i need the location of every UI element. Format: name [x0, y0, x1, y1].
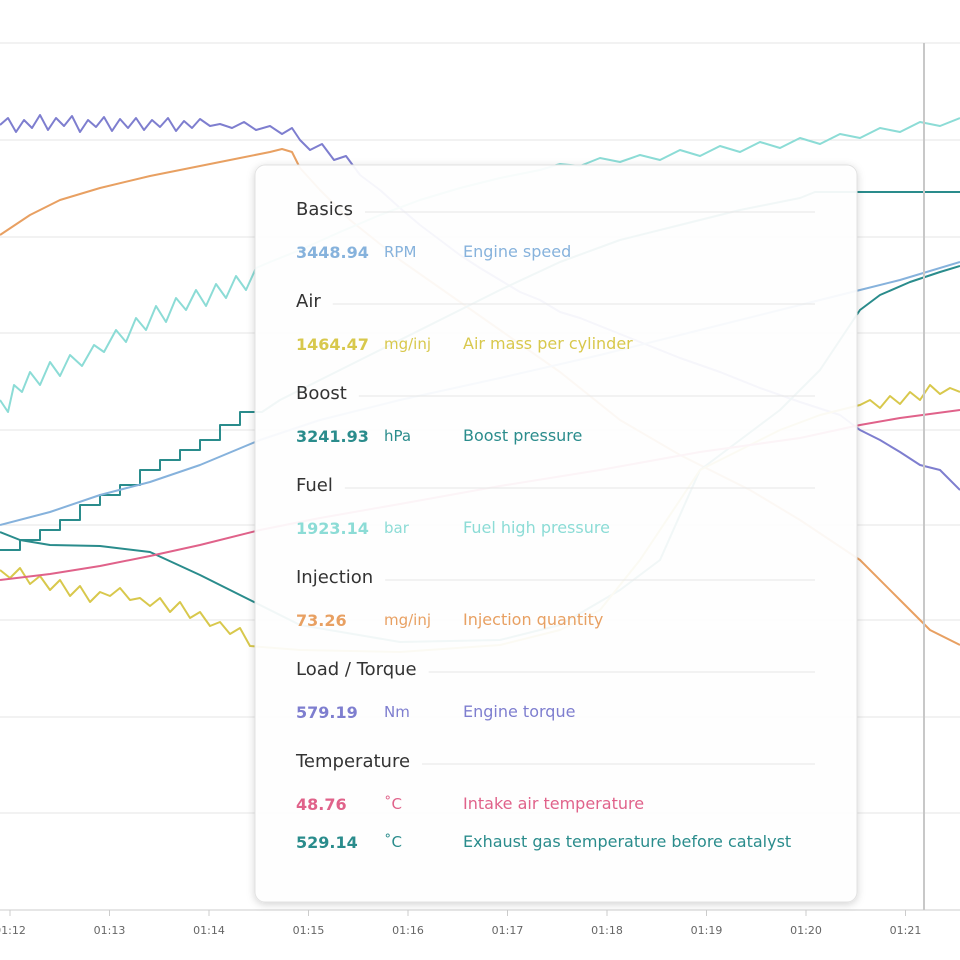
row-label: Engine speed	[463, 242, 571, 261]
tooltip	[254, 164, 858, 903]
row-value: 1464.47	[296, 335, 369, 354]
row-unit: hPa	[384, 427, 411, 445]
section-title: Load / Torque	[296, 659, 417, 680]
row-unit: ˚C	[384, 833, 402, 851]
x-tick-label: 01:18	[591, 924, 623, 937]
section-title: Air	[296, 291, 321, 312]
row-value: 3448.94	[296, 243, 369, 262]
row-value: 48.76	[296, 795, 347, 814]
row-label: Injection quantity	[463, 610, 603, 629]
x-tick-label: 01:21	[890, 924, 922, 937]
x-axis: 01:12 01:13 01:14 01:15 01:16 01:17 01:18 01:19…	[0, 910, 921, 937]
x-tick-label: 01:14	[193, 924, 225, 937]
row-unit: bar	[384, 519, 410, 537]
section-title: Boost	[296, 383, 347, 404]
row-value: 529.14	[296, 833, 358, 852]
section-title: Injection	[296, 567, 373, 588]
section-title: Basics	[296, 199, 353, 220]
section-title: Fuel	[296, 475, 333, 496]
row-label: Engine torque	[463, 702, 575, 721]
row-value: 73.26	[296, 611, 347, 630]
x-tick-label: 01:16	[392, 924, 424, 937]
row-unit: Nm	[384, 703, 410, 721]
row-label: Intake air temperature	[463, 794, 644, 813]
row-value: 3241.93	[296, 427, 369, 446]
row-value: 1923.14	[296, 519, 369, 538]
x-tick-label: 01:13	[94, 924, 126, 937]
tooltip-content: Basics 3448.94 RPM Engine speed Air 1464.47 mg…	[295, 199, 815, 852]
x-tick-label: 01:20	[790, 924, 822, 937]
row-unit: RPM	[384, 243, 416, 261]
row-label: Exhaust gas temperature before catalyst	[463, 832, 791, 851]
row-unit: ˚C	[384, 795, 402, 813]
row-unit: mg/inj	[384, 611, 431, 629]
x-tick-label: 01:19	[691, 924, 723, 937]
x-tick-label: 01:15	[293, 924, 325, 937]
section-title: Temperature	[295, 751, 410, 772]
row-value: 579.19	[296, 703, 358, 722]
x-tick-label: 01:12	[0, 924, 26, 937]
x-tick-label: 01:17	[492, 924, 524, 937]
row-label: Boost pressure	[463, 426, 582, 445]
row-unit: mg/inj	[384, 335, 431, 353]
row-label: Air mass per cylinder	[463, 334, 633, 353]
row-label: Fuel high pressure	[463, 518, 610, 537]
air-line	[0, 384, 960, 653]
